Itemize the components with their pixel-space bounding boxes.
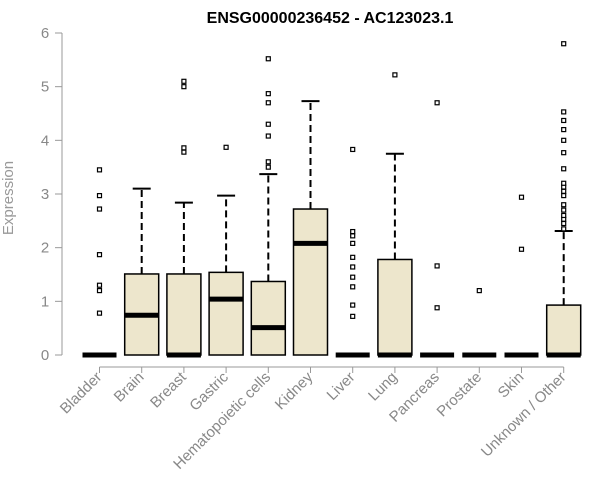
outlier-point	[434, 100, 440, 106]
y-axis-label: Expression	[0, 161, 17, 235]
x-tick-label: Skin	[495, 369, 528, 402]
outlier-point	[434, 305, 440, 311]
box-kidney	[292, 100, 329, 356]
chart-title: ENSG00000236452 - AC123023.1	[207, 10, 454, 27]
outlier-point	[96, 282, 103, 288]
outlier-point	[265, 91, 271, 97]
outlier-point	[561, 166, 567, 172]
outlier-point	[96, 288, 103, 294]
outlier-point	[561, 109, 567, 115]
x-tick-label: Kidney	[272, 368, 317, 413]
outlier-point	[350, 228, 356, 235]
outlier-point	[350, 313, 356, 319]
y-axis: 0 1 2 3 4 5 6	[41, 25, 63, 364]
box-body	[250, 280, 287, 356]
y-tick-label: 0	[41, 347, 49, 364]
outlier-point	[181, 149, 187, 155]
box-hematopoietic-cells	[250, 56, 287, 356]
box-body	[377, 258, 413, 356]
outlier-point	[350, 284, 356, 290]
outlier-point	[561, 202, 567, 208]
outlier-point	[350, 274, 356, 280]
outlier-point	[561, 207, 567, 213]
outlier-point	[561, 117, 567, 124]
outlier-point	[561, 226, 567, 232]
x-tick-label: Brain	[111, 369, 148, 406]
outlier-point	[350, 146, 356, 153]
x-tick-label: Liver	[324, 369, 359, 404]
outlier-point	[518, 194, 525, 200]
outlier-point	[96, 206, 103, 212]
y-tick-label: 1	[41, 293, 49, 310]
x-tick-label: Prostate	[434, 369, 486, 421]
outlier-point	[96, 193, 103, 199]
x-tick-label: Bladder	[57, 369, 106, 418]
outlier-point	[265, 133, 271, 139]
outlier-point	[350, 254, 356, 260]
outlier-point	[350, 240, 356, 246]
box-body	[208, 271, 244, 356]
box-lung	[377, 72, 413, 358]
outlier-point	[518, 246, 525, 252]
box-prostate	[462, 288, 497, 358]
outlier-point	[561, 212, 567, 219]
outlier-point	[96, 252, 103, 258]
outlier-point	[561, 220, 567, 227]
box-body	[292, 208, 329, 356]
outlier-point	[476, 288, 482, 294]
y-tick-label: 4	[41, 132, 49, 149]
box-body	[166, 273, 202, 356]
outlier-point	[265, 100, 271, 106]
box-breast	[166, 78, 202, 358]
y-tick-label: 5	[41, 79, 49, 96]
outlier-point	[181, 84, 187, 90]
box-pancreas	[420, 100, 455, 358]
outlier-point	[265, 164, 271, 170]
outlier-point	[181, 78, 187, 84]
outlier-point	[561, 188, 567, 194]
outlier-point	[561, 126, 567, 133]
outlier-point	[223, 144, 229, 150]
outlier-point	[561, 180, 567, 186]
outlier-point	[265, 121, 271, 127]
x-tick-label: Lung	[365, 369, 401, 405]
x-tick-label: Breast	[147, 368, 190, 411]
box-series	[82, 41, 582, 358]
outlier-point	[350, 302, 356, 308]
outlier-point	[561, 193, 567, 199]
y-tick-label: 2	[41, 240, 49, 257]
outlier-point	[265, 56, 271, 62]
box-bladder	[82, 167, 117, 358]
box-body	[545, 304, 582, 356]
outlier-point	[96, 310, 103, 316]
box-gastric	[208, 144, 244, 356]
box-unknown-other	[545, 41, 582, 358]
y-tick-label: 3	[41, 186, 49, 203]
outlier-point	[434, 263, 440, 269]
y-tick-label: 6	[41, 25, 49, 42]
box-liver	[335, 146, 370, 358]
outlier-point	[561, 150, 567, 156]
box-skin	[504, 194, 539, 358]
outlier-point	[561, 137, 567, 143]
outlier-point	[350, 233, 356, 239]
outlier-point	[181, 145, 187, 151]
outlier-point	[392, 72, 398, 78]
box-brain	[123, 187, 160, 356]
outlier-point	[561, 41, 567, 47]
outlier-point	[96, 167, 103, 173]
outlier-point	[265, 159, 271, 165]
outlier-point	[350, 264, 356, 270]
